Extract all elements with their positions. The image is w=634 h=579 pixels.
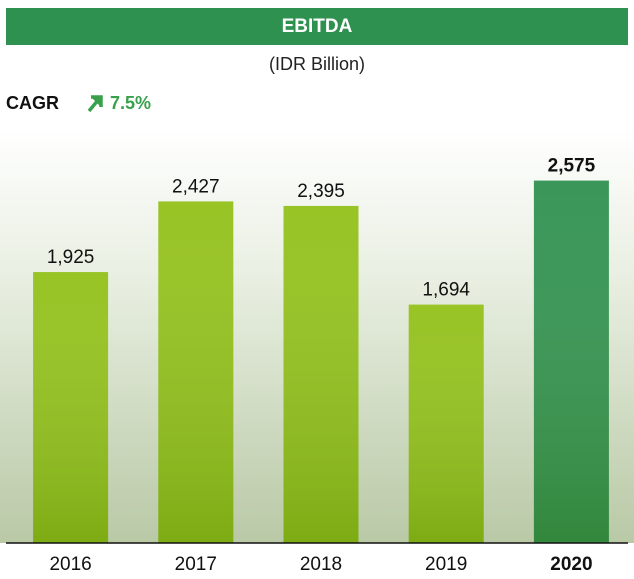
bar-shade: [158, 201, 234, 543]
x-tick-label: 2018: [300, 554, 342, 575]
x-tick-label: 2019: [425, 554, 467, 575]
value-label: 1,925: [47, 247, 95, 268]
cagr-value: 7.5%: [110, 93, 151, 113]
value-label: 2,395: [297, 181, 345, 202]
bar-shade: [533, 180, 609, 543]
x-tick-label: 2020: [550, 554, 592, 575]
value-label: 2,575: [548, 156, 596, 177]
title-bar: [6, 8, 628, 45]
bar-shade: [283, 205, 359, 544]
value-label: 1,694: [422, 280, 470, 301]
cagr-label: CAGR: [6, 93, 59, 113]
x-tick-label: 2016: [49, 554, 91, 575]
chart-title: EBITDA: [282, 16, 353, 37]
bar-shade: [33, 272, 109, 543]
chart-subtitle: (IDR Billion): [269, 54, 365, 74]
value-label: 2,427: [172, 176, 220, 197]
x-tick-label: 2017: [175, 554, 217, 575]
bar-shade: [408, 304, 484, 543]
cagr-arrow: [87, 95, 103, 113]
